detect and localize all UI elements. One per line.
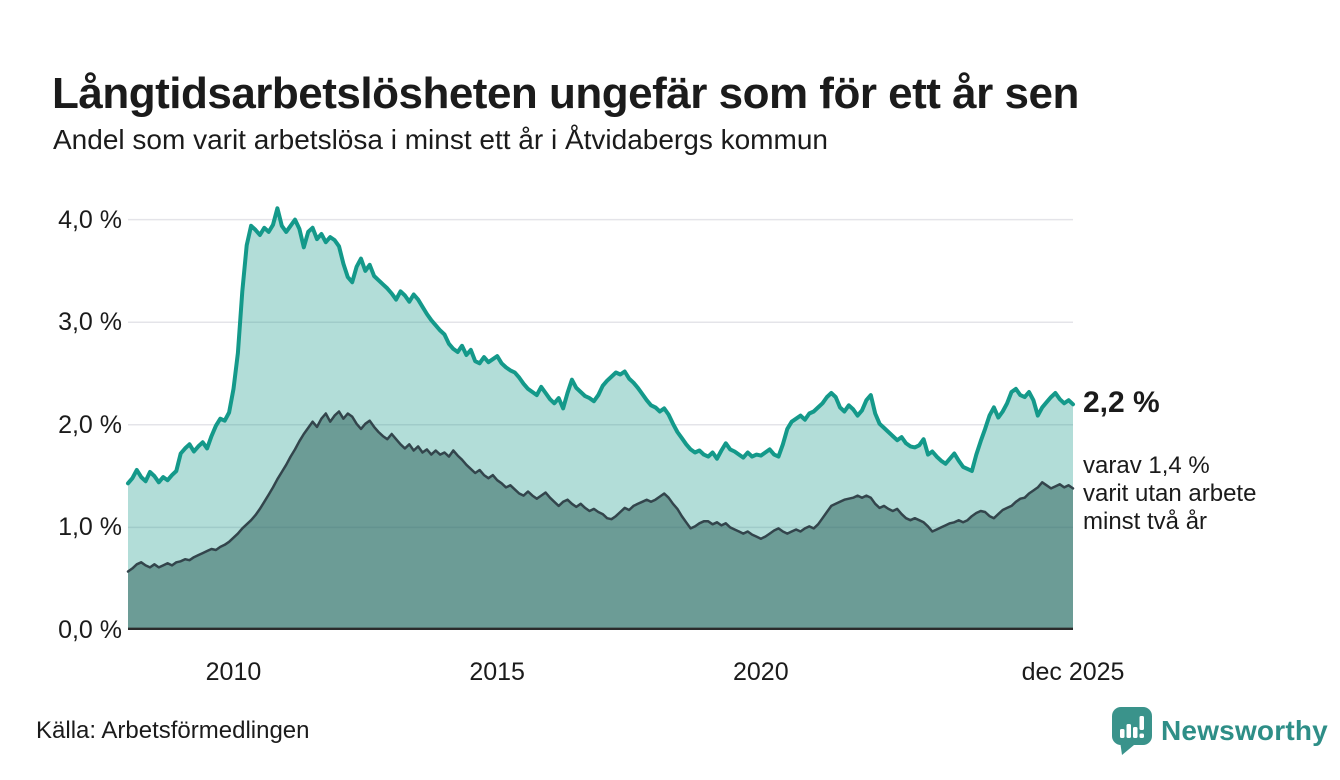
y-tick-label: 4,0 % [58,205,122,234]
detail-annotation-line: varav 1,4 % [1083,452,1210,479]
newsworthy-badge-icon [1112,707,1152,755]
x-tick-label: 2020 [733,658,789,686]
x-tick-label: 2010 [205,658,262,686]
page-title: Långtidsarbetslösheten ungefär som för e… [52,69,1079,119]
detail-annotation-line: minst två år [1083,508,1208,535]
newsworthy-logo: Newsworthy [1112,707,1328,755]
chart-subtitle: Andel som varit arbetslösa i minst ett å… [53,124,828,155]
y-tick-label: 3,0 % [58,308,122,337]
y-tick-label: 1,0 % [58,513,122,542]
x-tick-label: 2015 [469,658,525,686]
x-tick-label: dec 2025 [1021,658,1125,686]
detail-annotation: varav 1,4 % varit utan arbete minst två … [1083,452,1256,536]
y-tick-label: 0,0 % [58,616,122,644]
newsworthy-wordmark: Newsworthy [1161,715,1328,746]
area-chart [126,206,1075,631]
y-tick-label: 2,0 % [58,410,122,439]
source-note: Källa: Arbetsförmedlingen [36,717,310,744]
latest-value-annotation: 2,2 % [1083,386,1160,419]
detail-annotation-line: varit utan arbete [1083,480,1257,507]
